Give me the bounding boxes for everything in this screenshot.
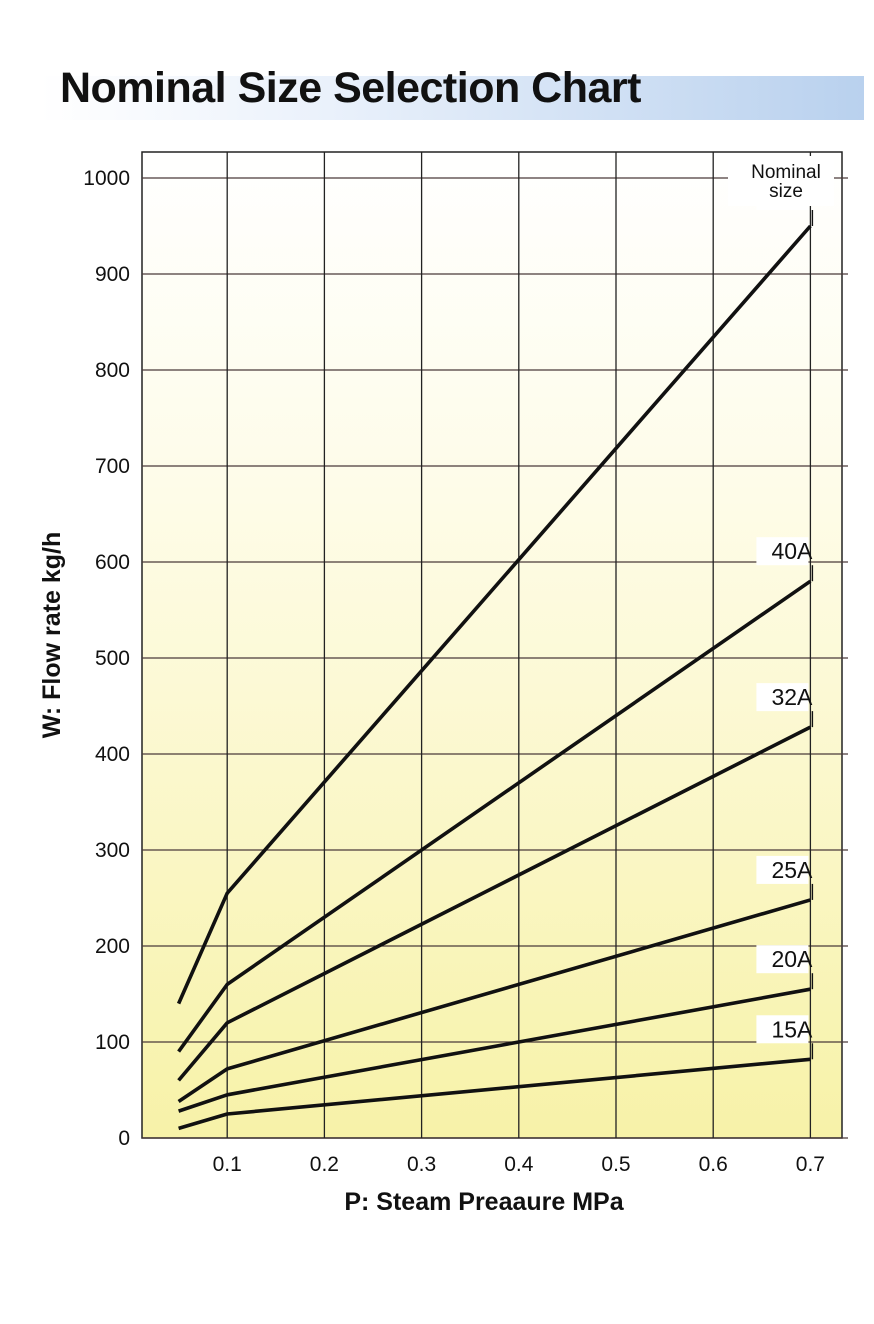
series-label-bg-32a	[756, 683, 809, 712]
series-label-40a: 40A	[771, 538, 813, 564]
y-tick-label: 200	[95, 935, 130, 958]
series-label-32a: 32A	[771, 684, 813, 710]
x-tick-label: 0.7	[796, 1153, 825, 1176]
x-tick-label: 0.1	[213, 1153, 242, 1176]
series-label-bg-25a	[756, 855, 809, 884]
series-line-25a	[177, 898, 811, 1104]
y-tick-label: 1000	[83, 167, 130, 190]
y-tick-label: 100	[95, 1031, 130, 1054]
y-tick-label: 600	[95, 551, 130, 574]
title-band	[40, 76, 864, 120]
plot-area	[142, 152, 842, 1138]
series-line-50a	[176, 224, 812, 1005]
y-tick-label: 800	[95, 359, 130, 382]
series-layer	[176, 210, 814, 1131]
y-tick-label: 500	[95, 647, 130, 670]
y-tick-label: 400	[95, 743, 130, 766]
series-line-15a	[178, 1057, 811, 1131]
y-tick-label: 900	[95, 263, 130, 286]
series-label-bg-15a	[756, 1015, 809, 1044]
x-tick-label: 0.4	[504, 1153, 534, 1176]
x-tick-label: 0.2	[310, 1153, 339, 1176]
x-tick-label: 0.6	[699, 1153, 728, 1176]
series-line-20a	[178, 987, 811, 1113]
y-tick-label: 700	[95, 455, 130, 478]
series-label-bg-40a	[756, 537, 809, 566]
x-axis-title: P: Steam Preaaure MPa	[344, 1188, 624, 1216]
x-tick-label: 0.5	[601, 1153, 630, 1176]
x-tick-label: 0.3	[407, 1153, 436, 1176]
series-label-bg-20a	[756, 945, 809, 974]
chart-title: Nominal Size Selection Chart	[60, 64, 641, 112]
y-tick-label: 300	[95, 839, 130, 862]
y-axis-title: W: Flow rate kg/h	[38, 532, 66, 739]
y-tick-label: 0	[118, 1127, 130, 1150]
series-line-40a	[177, 579, 812, 1053]
series-label-20a: 20A	[771, 946, 813, 972]
series-label-15a: 15A	[771, 1016, 813, 1042]
legend-title-line: size	[769, 181, 803, 202]
legend-title-bg	[728, 156, 834, 206]
series-label-25a: 25A	[771, 857, 813, 883]
legend-title-line: Nominal	[751, 162, 821, 183]
labels-layer: 50A40A32A25A20A15ANominalsize	[728, 156, 834, 1044]
series-line-32a	[177, 725, 812, 1082]
